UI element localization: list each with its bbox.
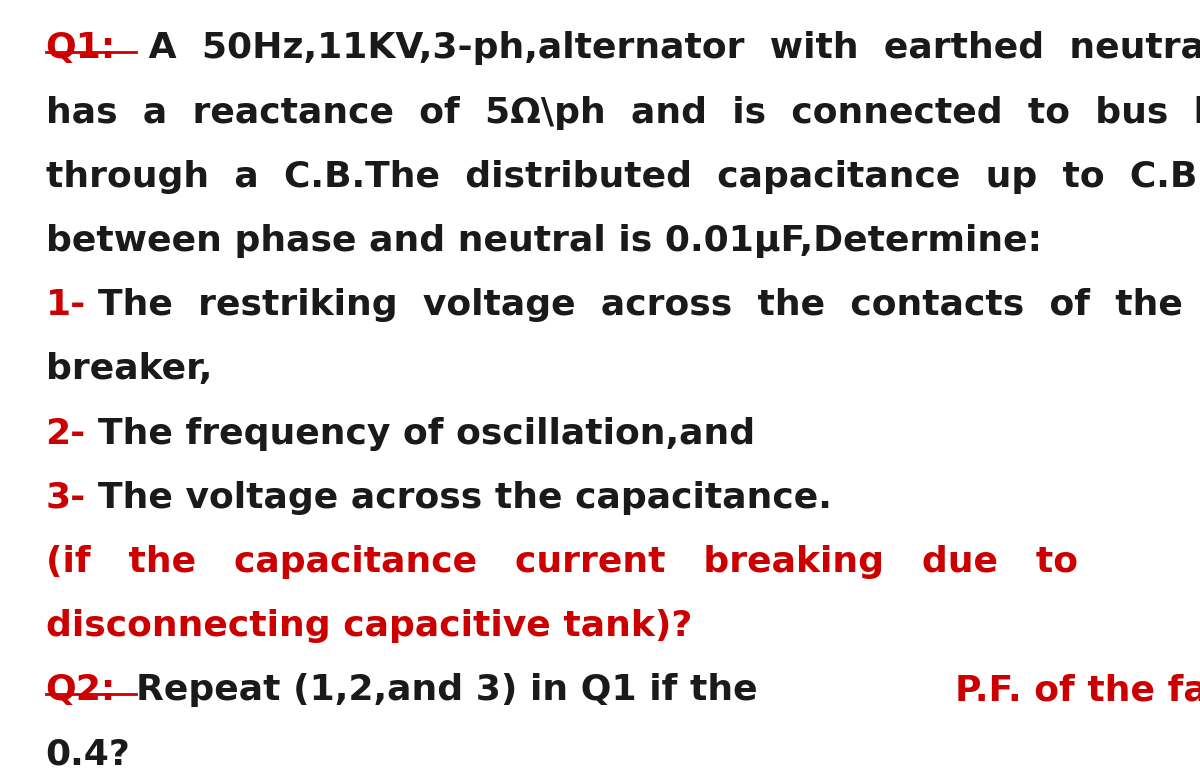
Text: breaker,: breaker,	[46, 352, 212, 386]
Text: .: .	[1044, 481, 1200, 514]
Text: (if   the   capacitance   current   breaking   due   to: (if the capacitance current breaking due…	[46, 545, 1078, 579]
Text: A  50Hz,11KV,3-ph,alternator  with  earthed  neutral: A 50Hz,11KV,3-ph,alternator with earthed…	[137, 31, 1200, 65]
Text: disconnecting capacitive tank)?: disconnecting capacitive tank)?	[46, 609, 692, 643]
Text: The frequency of oscillation,and: The frequency of oscillation,and	[97, 417, 755, 450]
Text: through  a  C.B.The  distributed  capacitance  up  to  C.B: through a C.B.The distributed capacitanc…	[46, 160, 1196, 193]
Text: between phase and neutral is 0.01μF,Determine:: between phase and neutral is 0.01μF,Dete…	[46, 224, 1042, 258]
Text: Q1:: Q1:	[46, 31, 116, 65]
Text: 1-: 1-	[46, 288, 86, 322]
Text: The voltage across the capacitance.: The voltage across the capacitance.	[97, 481, 832, 514]
Text: Repeat (1,2,and 3) in Q1 if the: Repeat (1,2,and 3) in Q1 if the	[137, 673, 770, 707]
Text: The  restriking  voltage  across  the  contacts  of  the: The restriking voltage across the contac…	[97, 288, 1182, 322]
Text: 0.4?: 0.4?	[46, 738, 131, 771]
Text: P.F. of the fault: P.F. of the fault	[955, 673, 1200, 707]
Text: has  a  reactance  of  5Ω\ph  and  is  connected  to  bus  bar: has a reactance of 5Ω\ph and is connecte…	[46, 96, 1200, 129]
Text: 2-: 2-	[46, 417, 86, 450]
Text: 3-: 3-	[46, 481, 86, 514]
Text: Q2:: Q2:	[46, 673, 116, 707]
